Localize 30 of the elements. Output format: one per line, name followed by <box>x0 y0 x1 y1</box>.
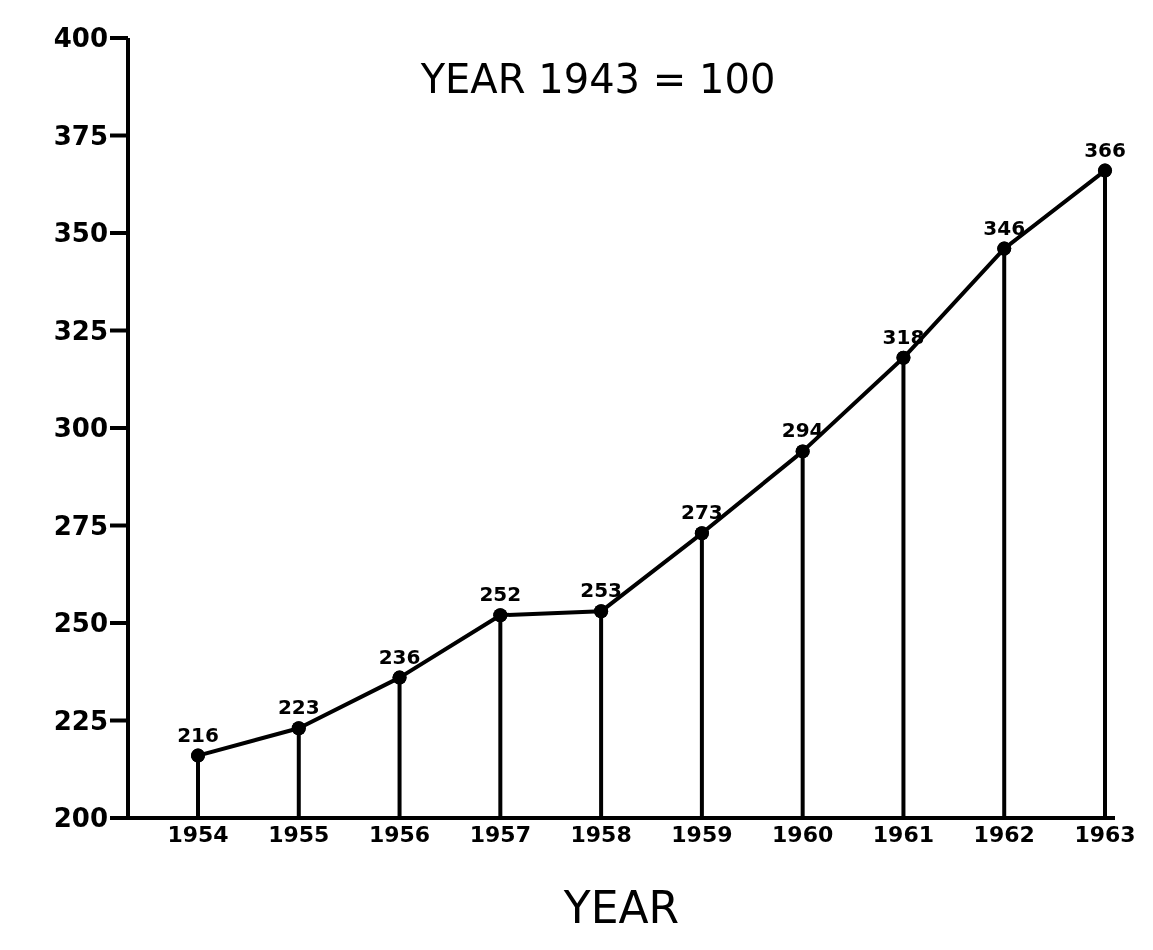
data-label: 366 <box>1084 137 1126 162</box>
x-tick-label: 1961 <box>872 821 935 847</box>
y-tick-label: 275 <box>53 510 108 541</box>
x-tick-label: 1959 <box>671 821 733 847</box>
x-tick-label: 1956 <box>368 821 431 847</box>
x-tick-label: 1960 <box>772 821 834 847</box>
data-label: 294 <box>781 418 824 443</box>
y-tick-label: 350 <box>53 218 108 249</box>
x-tick-label: 1963 <box>1074 821 1136 847</box>
data-label: 252 <box>479 582 522 607</box>
data-label: 273 <box>681 500 723 525</box>
x-tick-label: 1957 <box>469 821 531 847</box>
y-tick-label: 225 <box>53 705 108 736</box>
data-label: 253 <box>580 578 622 603</box>
data-label: 223 <box>277 695 320 720</box>
y-tick-label: 400 <box>53 23 108 54</box>
y-tick-label: 300 <box>53 413 108 444</box>
y-tick-label: 250 <box>53 608 108 639</box>
x-tick-label: 1962 <box>973 821 1035 847</box>
x-axis-title: YEAR <box>562 882 680 933</box>
data-label: 346 <box>983 215 1026 240</box>
y-tick-label: 200 <box>53 803 108 834</box>
data-label: 216 <box>177 722 219 747</box>
x-tick-label: 1954 <box>167 821 229 847</box>
y-tick-label: 325 <box>53 315 108 346</box>
text: YEAR 1943 = 100 <box>419 56 776 102</box>
data-label: 236 <box>378 644 421 669</box>
y-tick-label: 375 <box>53 120 108 151</box>
x-tick-label: 1955 <box>268 821 330 847</box>
x-tick-label: 1958 <box>570 821 632 847</box>
